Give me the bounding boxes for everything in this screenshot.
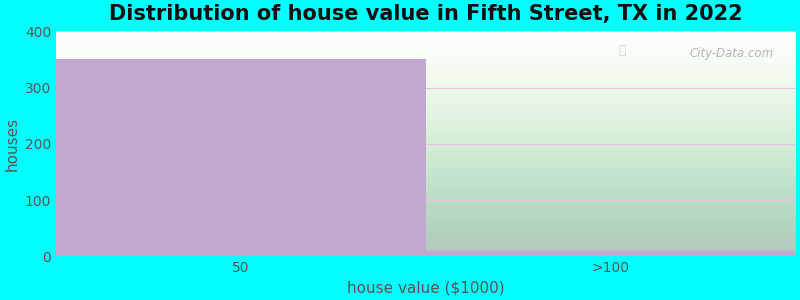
Bar <box>56 59 426 256</box>
Y-axis label: houses: houses <box>4 117 19 171</box>
Bar <box>426 251 796 256</box>
Title: Distribution of house value in Fifth Street, TX in 2022: Distribution of house value in Fifth Str… <box>109 4 742 24</box>
Text: City-Data.com: City-Data.com <box>690 47 774 60</box>
Text: 🔍: 🔍 <box>618 44 626 57</box>
X-axis label: house value ($1000): house value ($1000) <box>347 281 505 296</box>
